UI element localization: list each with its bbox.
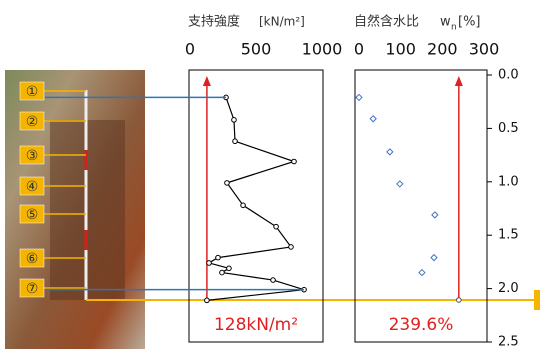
data-point	[232, 118, 237, 123]
x-tick-label: 300	[469, 40, 500, 59]
data-point	[432, 212, 438, 218]
reference-label: 239.6%	[389, 315, 454, 335]
data-point	[387, 149, 393, 155]
reference-label: 128kN/m²	[214, 315, 298, 335]
symbol: w	[440, 15, 451, 30]
plot-frame	[355, 70, 487, 342]
photo-label: ②	[26, 114, 39, 130]
chart-title: 自然含水比	[354, 14, 419, 30]
x-tick-label: 200	[427, 40, 458, 59]
unit: [%]	[458, 15, 481, 30]
x-tick-label: 100	[385, 40, 416, 59]
x-tick-label: 500	[241, 40, 272, 59]
reference-point	[457, 298, 462, 303]
data-point	[289, 245, 294, 250]
depth-marker	[534, 290, 540, 310]
data-point	[207, 261, 212, 266]
data-point	[419, 270, 425, 276]
data-point	[431, 255, 437, 261]
photo-label: ④	[26, 179, 39, 195]
data-point	[233, 139, 238, 144]
photo-label: ①	[26, 84, 39, 100]
photo-label: ⑤	[26, 207, 39, 223]
x-tick-label: 0	[354, 40, 364, 59]
subscript: n	[451, 23, 457, 33]
y-tick-label: 2.5	[498, 335, 519, 349]
data-point	[271, 278, 276, 283]
y-tick-label: 1.0	[498, 174, 519, 189]
reference-arrow	[203, 76, 211, 86]
data-point	[205, 298, 210, 303]
reference-arrow	[455, 76, 463, 86]
y-tick-label: 2.0	[498, 281, 519, 296]
data-point	[220, 270, 225, 275]
x-tick-label: 1000	[302, 40, 343, 59]
photo-label: ③	[26, 148, 39, 164]
data-point	[370, 116, 376, 122]
data-point	[227, 266, 232, 271]
data-point	[274, 224, 279, 229]
data-point	[292, 159, 297, 164]
data-point	[397, 181, 403, 187]
data-point	[216, 255, 221, 260]
y-tick-label: 0.5	[498, 121, 519, 136]
data-point	[356, 94, 362, 100]
data-point	[225, 181, 230, 186]
figure: ①②③④⑤⑥⑦支持強度[kN/m²]05001000128kN/m²自然含水比w…	[0, 0, 540, 349]
photo-label: ⑦	[26, 281, 39, 297]
y-tick-label: 1.5	[498, 228, 519, 243]
y-tick-label: 0.0	[498, 68, 519, 83]
unit: [kN/m²]	[259, 15, 305, 29]
data-point	[241, 203, 246, 208]
x-tick-label: 0	[185, 40, 195, 59]
photo-label: ⑥	[26, 251, 39, 267]
chart-title: 支持強度	[188, 14, 240, 30]
